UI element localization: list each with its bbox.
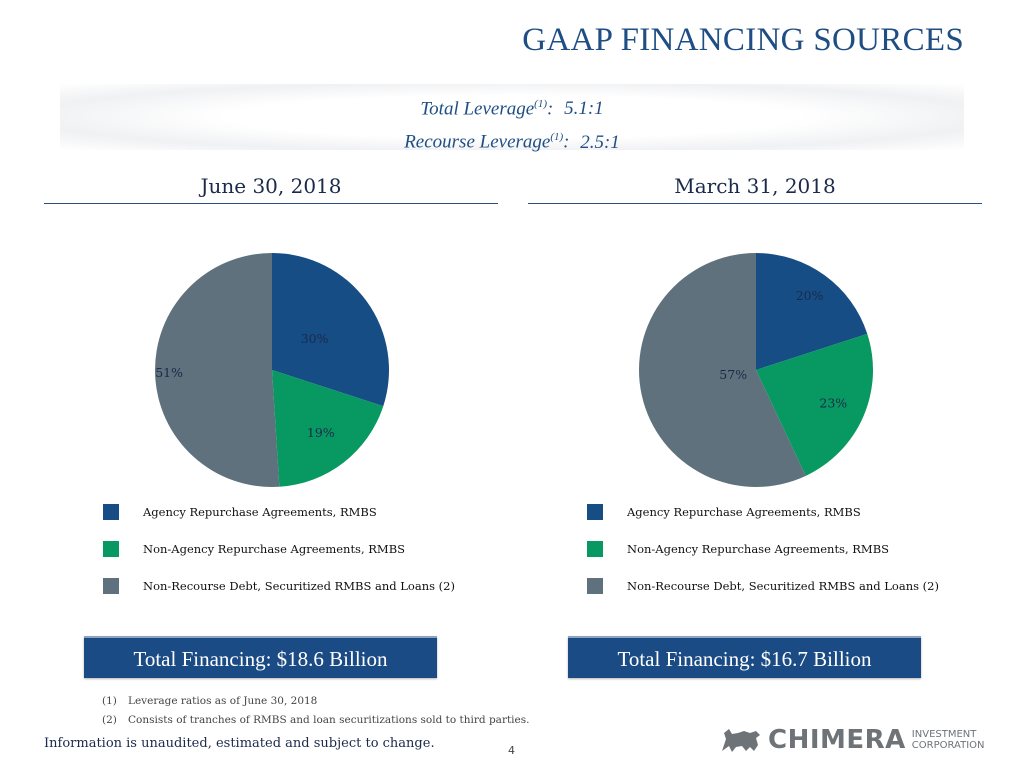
company-logo: CHIMERA INVESTMENT CORPORATION: [720, 720, 996, 760]
total-leverage: Total Leverage(1): 5.1:1: [420, 98, 604, 120]
recourse-leverage-label: Recourse Leverage: [404, 131, 551, 153]
left-legend-item-non-agency: Non-Agency Repurchase Agreements, RMBS: [103, 540, 455, 558]
page-number: 4: [508, 744, 515, 757]
left-legend-item-agency: Agency Repurchase Agreements, RMBS: [103, 503, 455, 521]
recourse-leverage-footnote-ref: (1): [550, 131, 564, 144]
total-leverage-label: Total Leverage: [420, 98, 535, 120]
footnote-text: Consists of tranches of RMBS and loan se…: [128, 714, 530, 726]
legend-swatch-non-agency: [103, 541, 119, 557]
disclaimer: Information is unaudited, estimated and …: [44, 736, 435, 751]
pie-label-non-recourse: 57%: [719, 367, 747, 382]
right-pie-chart: 20% 23% 57%: [638, 253, 873, 487]
left-pie-chart: 30% 19% 51%: [155, 253, 389, 487]
page-title: GAAP FINANCING SOURCES: [522, 22, 964, 58]
logo-wordmark: CHIMERA: [768, 725, 906, 755]
right-legend-item-non-recourse: Non-Recourse Debt, Securitized RMBS and …: [587, 577, 939, 595]
footnote-number: (2): [102, 714, 117, 726]
right-total-financing: Total Financing: $16.7 Billion: [568, 636, 921, 678]
pie-slice-agency: [272, 253, 389, 407]
pie-label-agency: 20%: [796, 288, 824, 303]
right-legend: Agency Repurchase Agreements, RMBS Non-A…: [587, 503, 939, 614]
chimera-creature-icon: [722, 729, 760, 752]
legend-label: Agency Repurchase Agreements, RMBS: [627, 505, 861, 519]
footnotes: (1) Leverage ratios as of June 30, 2018 (…: [102, 692, 529, 730]
logo-subtitle-line-1: INVESTMENT: [911, 729, 977, 740]
left-legend: Agency Repurchase Agreements, RMBS Non-A…: [103, 503, 455, 614]
recourse-leverage-value: 2.5:1: [580, 131, 620, 153]
footnote-1: (1) Leverage ratios as of June 30, 2018: [102, 692, 529, 711]
left-header-rule: [44, 203, 498, 204]
pie-label-agency: 30%: [301, 331, 329, 346]
right-chart-title: March 31, 2018: [674, 174, 836, 198]
footnote-text: Leverage ratios as of June 30, 2018: [128, 695, 318, 707]
recourse-leverage: Recourse Leverage(1): 2.5:1: [404, 131, 620, 153]
legend-label: Non-Recourse Debt, Securitized RMBS and …: [143, 579, 455, 593]
logo-subtitle-line-2: CORPORATION: [911, 740, 985, 751]
right-legend-item-agency: Agency Repurchase Agreements, RMBS: [587, 503, 939, 521]
pie-slice-non-agency: [756, 333, 873, 476]
right-header-rule: [528, 203, 982, 204]
pie-label-non-agency: 23%: [819, 396, 847, 411]
pie-slice-non-agency: [272, 370, 384, 487]
left-chart-title: June 30, 2018: [200, 174, 342, 198]
leverage-summary: Total Leverage(1): 5.1:1 Recourse Levera…: [60, 84, 964, 153]
legend-swatch-non-recourse: [587, 578, 603, 594]
legend-swatch-non-recourse: [103, 578, 119, 594]
left-legend-item-non-recourse: Non-Recourse Debt, Securitized RMBS and …: [103, 577, 455, 595]
total-leverage-footnote-ref: (1): [534, 98, 547, 110]
legend-swatch-agency: [587, 504, 603, 520]
legend-swatch-non-agency: [587, 541, 603, 557]
logo-subtitle: INVESTMENT CORPORATION: [912, 729, 985, 751]
legend-label: Agency Repurchase Agreements, RMBS: [143, 505, 377, 519]
left-total-financing: Total Financing: $18.6 Billion: [84, 636, 437, 678]
right-legend-item-non-agency: Non-Agency Repurchase Agreements, RMBS: [587, 540, 939, 558]
pie-label-non-recourse: 51%: [155, 365, 183, 380]
legend-label: Non-Agency Repurchase Agreements, RMBS: [627, 542, 890, 556]
legend-swatch-agency: [103, 504, 119, 520]
legend-label: Non-Recourse Debt, Securitized RMBS and …: [627, 579, 939, 593]
pie-slice-non-recourse: [638, 253, 806, 487]
pie-slice-agency: [756, 253, 868, 370]
pie-label-non-agency: 19%: [307, 425, 335, 440]
legend-label: Non-Agency Repurchase Agreements, RMBS: [143, 542, 406, 556]
total-leverage-value: 5.1:1: [564, 98, 604, 120]
footnote-2: (2) Consists of tranches of RMBS and loan…: [102, 711, 529, 730]
pie-slice-non-recourse: [155, 253, 280, 487]
footnote-number: (1): [102, 695, 117, 707]
